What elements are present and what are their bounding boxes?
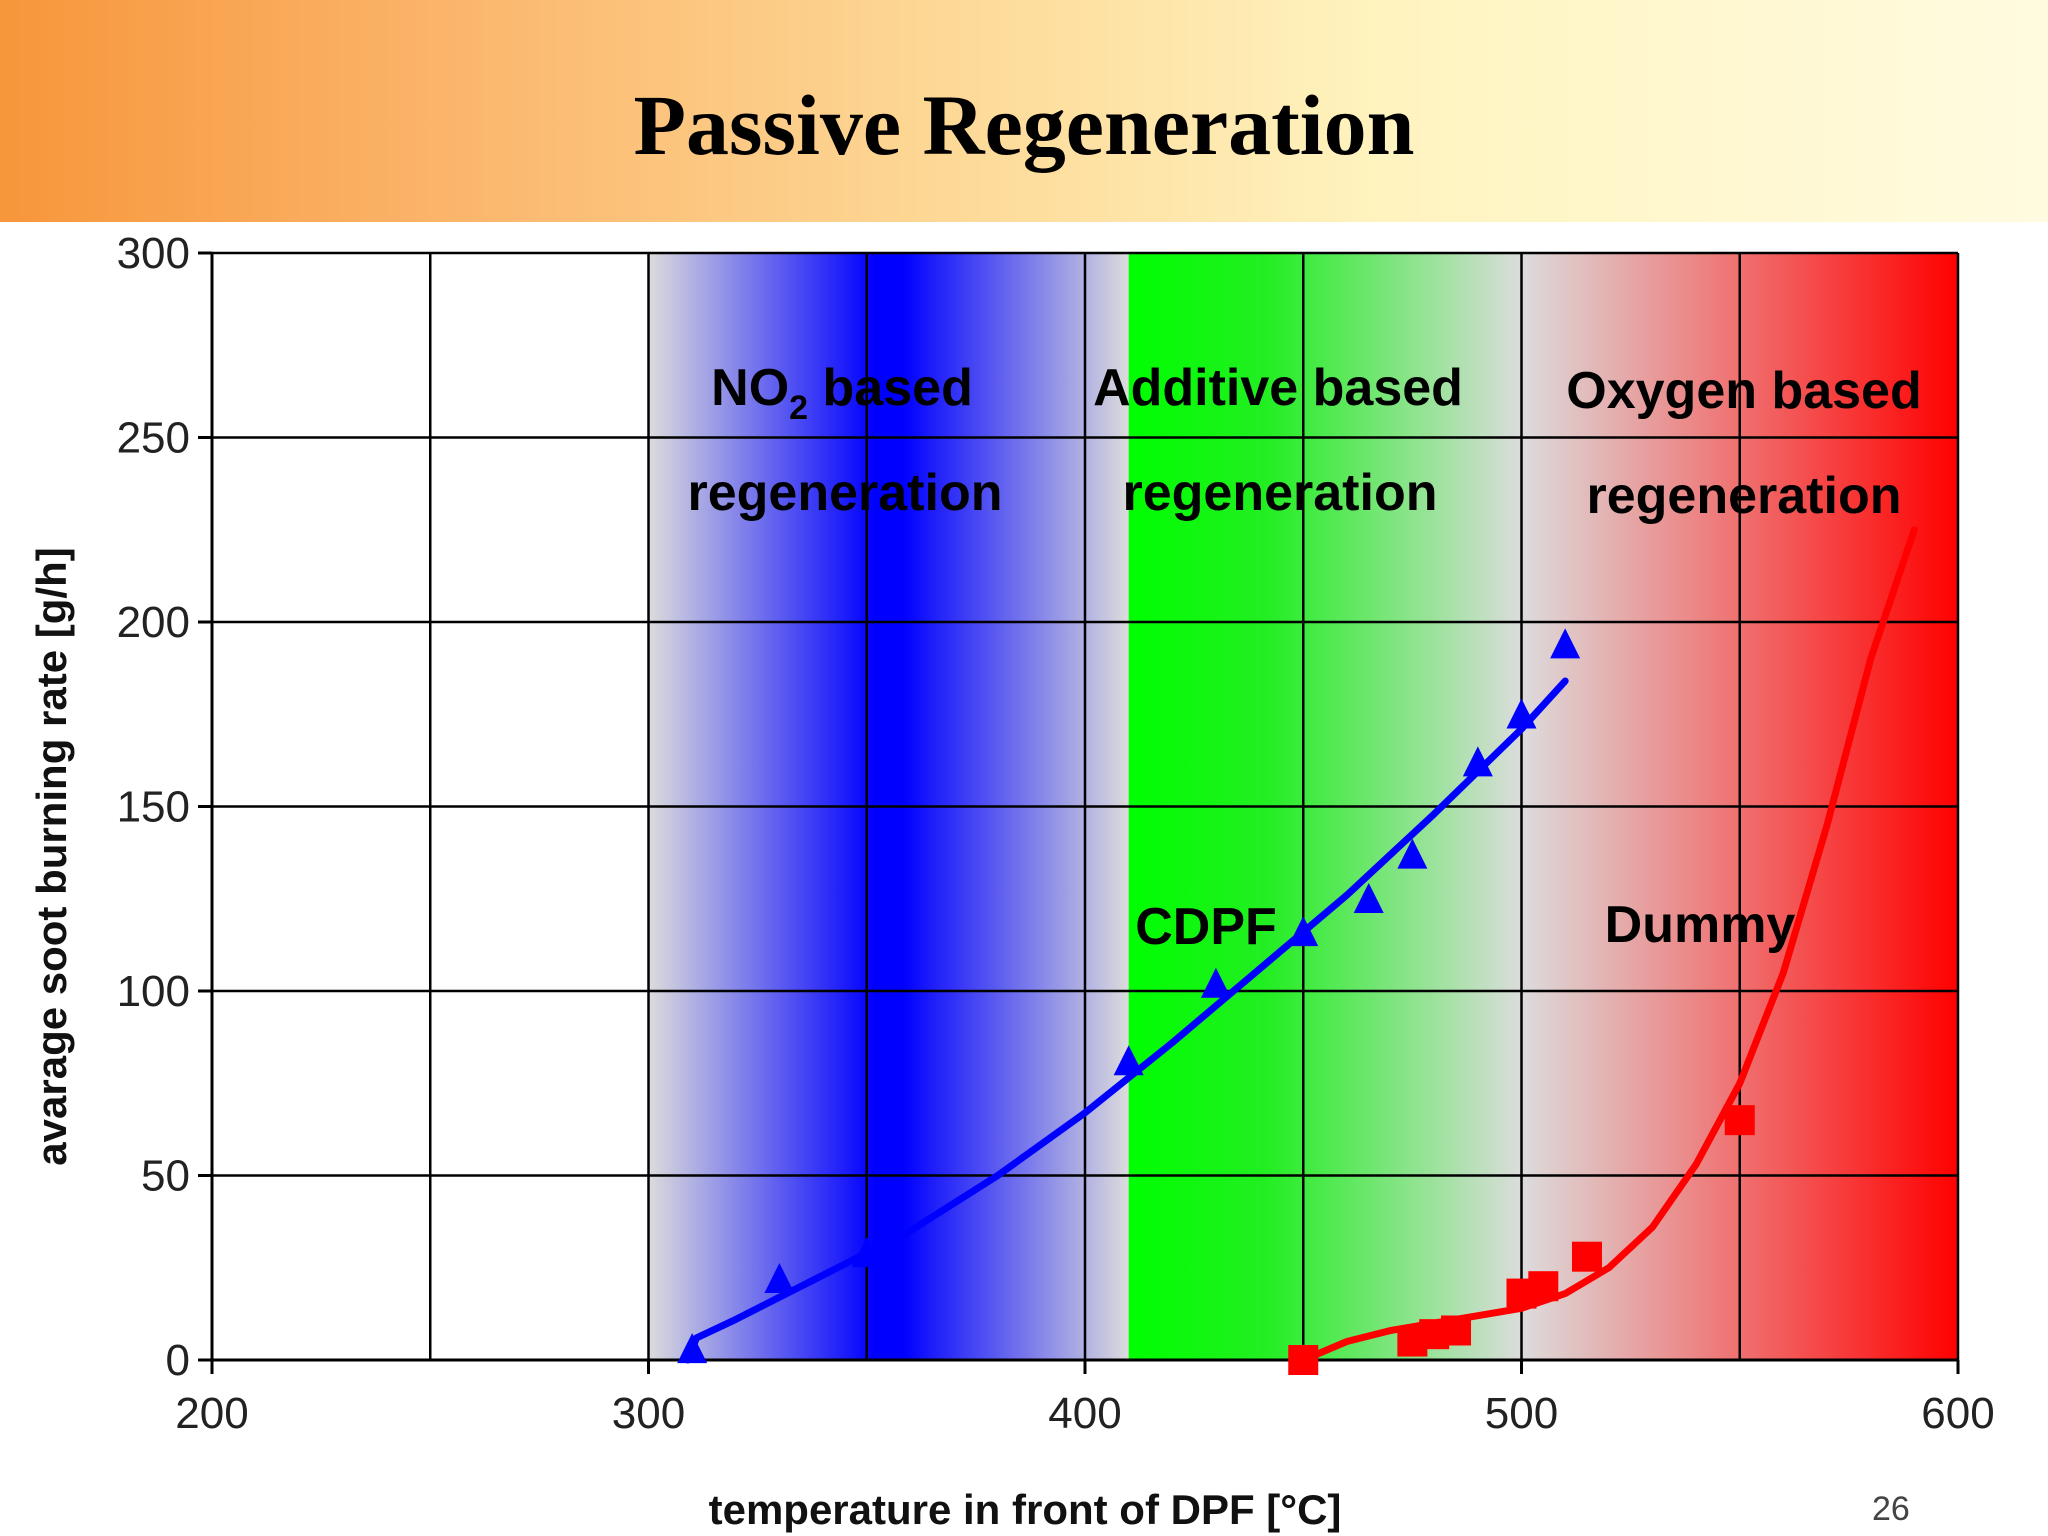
no2-zone-label-line2: regeneration xyxy=(688,464,1003,522)
cdpf-point-1 xyxy=(764,1263,795,1294)
cdpf-point-10 xyxy=(1550,628,1581,659)
cdpf-point-7 xyxy=(1397,838,1428,869)
x-tick-label-600: 600 xyxy=(1921,1389,1994,1438)
cdpf-point-6 xyxy=(1353,882,1384,913)
slide-header xyxy=(0,0,2048,222)
dummy-point-6 xyxy=(1571,1241,1602,1272)
x-tick-label-300: 300 xyxy=(612,1389,685,1438)
no2-zone-label-line1: NO2 based xyxy=(711,359,973,427)
y-tick-label-300: 300 xyxy=(117,229,190,278)
dummy-point-0 xyxy=(1288,1345,1319,1375)
dummy-point-3 xyxy=(1441,1315,1472,1346)
dummy-point-5 xyxy=(1528,1271,1559,1302)
additive-zone-label-line2: regeneration xyxy=(1123,464,1438,522)
y-tick-label-0: 0 xyxy=(166,1336,190,1385)
x-tick-label-200: 200 xyxy=(175,1389,248,1438)
cdpf-series-label: CDPF xyxy=(1135,898,1277,956)
x-axis-title: temperature in front of DPF [°C] xyxy=(709,1486,1342,1533)
additive-zone-label-line1: Additive based xyxy=(1093,359,1463,417)
cdpf-point-8 xyxy=(1462,746,1493,777)
y-tick-label-200: 200 xyxy=(117,598,190,647)
x-tick-label-400: 400 xyxy=(1048,1389,1121,1438)
slide-title: Passive Regeneration xyxy=(633,77,1415,173)
y-tick-label-100: 100 xyxy=(117,967,190,1016)
y-tick-label-150: 150 xyxy=(117,783,190,832)
y-tick-label-250: 250 xyxy=(117,414,190,463)
cdpf-point-3 xyxy=(1113,1045,1144,1076)
cdpf-point-4 xyxy=(1200,967,1231,998)
cdpf-point-5 xyxy=(1288,916,1319,947)
y-tick-label-50: 50 xyxy=(141,1152,190,1201)
oxygen-zone-label-line2: regeneration xyxy=(1587,467,1902,525)
cdpf-point-9 xyxy=(1506,698,1537,729)
page-number: 26 xyxy=(1872,1490,1910,1528)
cdpf-point-0 xyxy=(677,1333,708,1364)
oxygen-zone-label-line1: Oxygen based xyxy=(1566,362,1921,420)
cdpf-point-2 xyxy=(851,1237,882,1268)
y-axis-title: avarage soot burning rate [g/h] xyxy=(28,547,75,1165)
dummy-point-7 xyxy=(1724,1105,1755,1136)
x-tick-label-500: 500 xyxy=(1485,1389,1558,1438)
cdpf-fit-line xyxy=(684,677,1569,1364)
dummy-series-label: Dummy xyxy=(1605,896,1796,954)
